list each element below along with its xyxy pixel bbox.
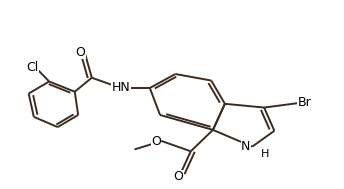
Text: Cl: Cl [26, 61, 39, 74]
Text: HN: HN [111, 81, 130, 94]
Text: H: H [261, 149, 269, 159]
Text: Br: Br [298, 96, 311, 109]
Text: O: O [76, 46, 86, 59]
Text: N: N [241, 140, 250, 153]
Text: O: O [173, 170, 183, 183]
Text: O: O [151, 135, 161, 148]
